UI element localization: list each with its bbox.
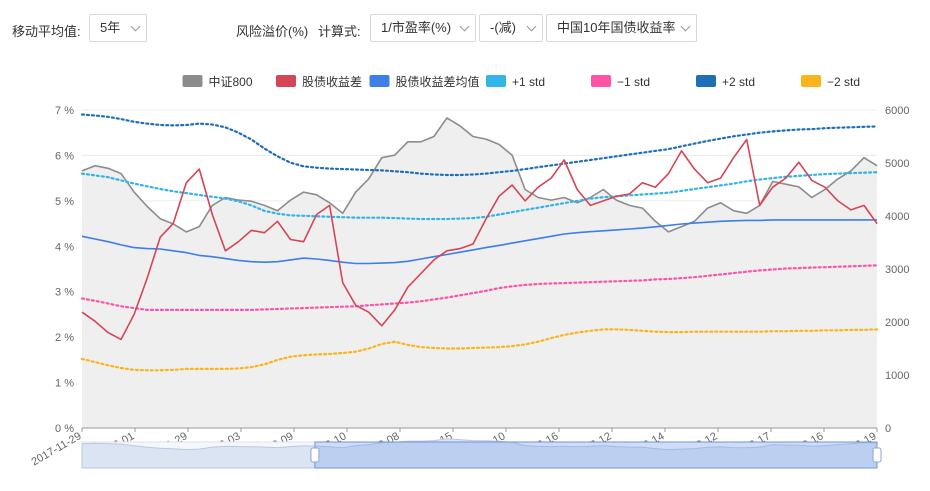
legend-swatch: [182, 75, 203, 87]
formula-right-value: 中国10年国债收益率: [557, 20, 676, 35]
moving-average-label: 移动平均值:: [12, 24, 81, 39]
y-left-tick-label: 5 %: [55, 196, 74, 208]
y-right-tick-label: 4000: [885, 211, 909, 223]
y-left-tick-label: 0 %: [55, 423, 74, 435]
zoom-preview: [81, 438, 878, 469]
moving-average-select[interactable]: 5年: [89, 14, 147, 42]
legend-swatch: [276, 75, 296, 87]
data-zoom-slider[interactable]: [81, 438, 882, 469]
y-left-tick-label: 2 %: [55, 332, 74, 344]
y-left-tick-label: 3 %: [55, 287, 74, 299]
formula-label: 计算式:: [318, 24, 361, 39]
index-area: [82, 117, 877, 429]
legend-label: 股债收益差: [302, 75, 362, 89]
y-left-tick-label: 1 %: [55, 378, 74, 390]
zoom-handle-right[interactable]: [872, 447, 882, 463]
legend-label: −2 std: [827, 75, 860, 89]
legend-swatch: [369, 75, 390, 87]
series-line-5: [80, 113, 879, 177]
legend-swatch: [486, 75, 506, 87]
legend-swatch: [696, 75, 716, 87]
y-right-tick-label: 1000: [885, 370, 909, 382]
series-line-0: [81, 117, 878, 233]
legend-label: +1 std: [512, 75, 545, 89]
risk-premium-label: 风险溢价(%): [236, 24, 309, 39]
legend-label: 中证800: [209, 74, 253, 89]
toolbar: 移动平均值: 5年 风险溢价(%) 计算式: 1/市盈率(%) -(减) 中国1…: [0, 14, 930, 44]
legend-swatch: [591, 75, 611, 87]
y-right-tick-label: 2000: [885, 317, 909, 329]
formula-left-value: 1/市盈率(%): [381, 20, 452, 35]
series-line-2: [81, 219, 877, 265]
y-right-tick-label: 3000: [885, 264, 909, 276]
y-right-tick-label: 5000: [885, 158, 909, 170]
series-line-4: [80, 264, 879, 311]
y-right-tick-label: 0: [885, 423, 891, 435]
series-line-6: [80, 328, 879, 372]
legend-swatch: [801, 75, 821, 87]
y-left-tick-label: 4 %: [55, 241, 74, 253]
zoom-selection: [314, 441, 878, 469]
plot-area: [80, 113, 879, 429]
y-left-tick-label: 7 %: [55, 105, 74, 117]
formula-left-select[interactable]: 1/市盈率(%): [370, 14, 476, 42]
series-line-1: [81, 138, 878, 341]
legend-label: 股债收益差均值: [396, 74, 480, 89]
legend-label: +2 std: [722, 75, 755, 89]
series-line-3: [80, 171, 879, 221]
formula-right-select[interactable]: 中国10年国债收益率: [546, 14, 697, 42]
moving-average-value: 5年: [100, 20, 121, 35]
y-right-tick-label: 6000: [885, 105, 909, 117]
formula-operator-value: -(减): [490, 20, 516, 35]
y-left-tick-label: 6 %: [55, 150, 74, 162]
x-tick-label: 2017-11-29: [29, 430, 83, 468]
legend: 中证800 股债收益差 股债收益差均值 +1 std −1 std +2 std −2 st…: [182, 74, 860, 89]
formula-operator-select[interactable]: -(减): [479, 14, 543, 42]
legend-label: −1 std: [617, 75, 650, 89]
zoom-handle-left[interactable]: [310, 447, 320, 463]
